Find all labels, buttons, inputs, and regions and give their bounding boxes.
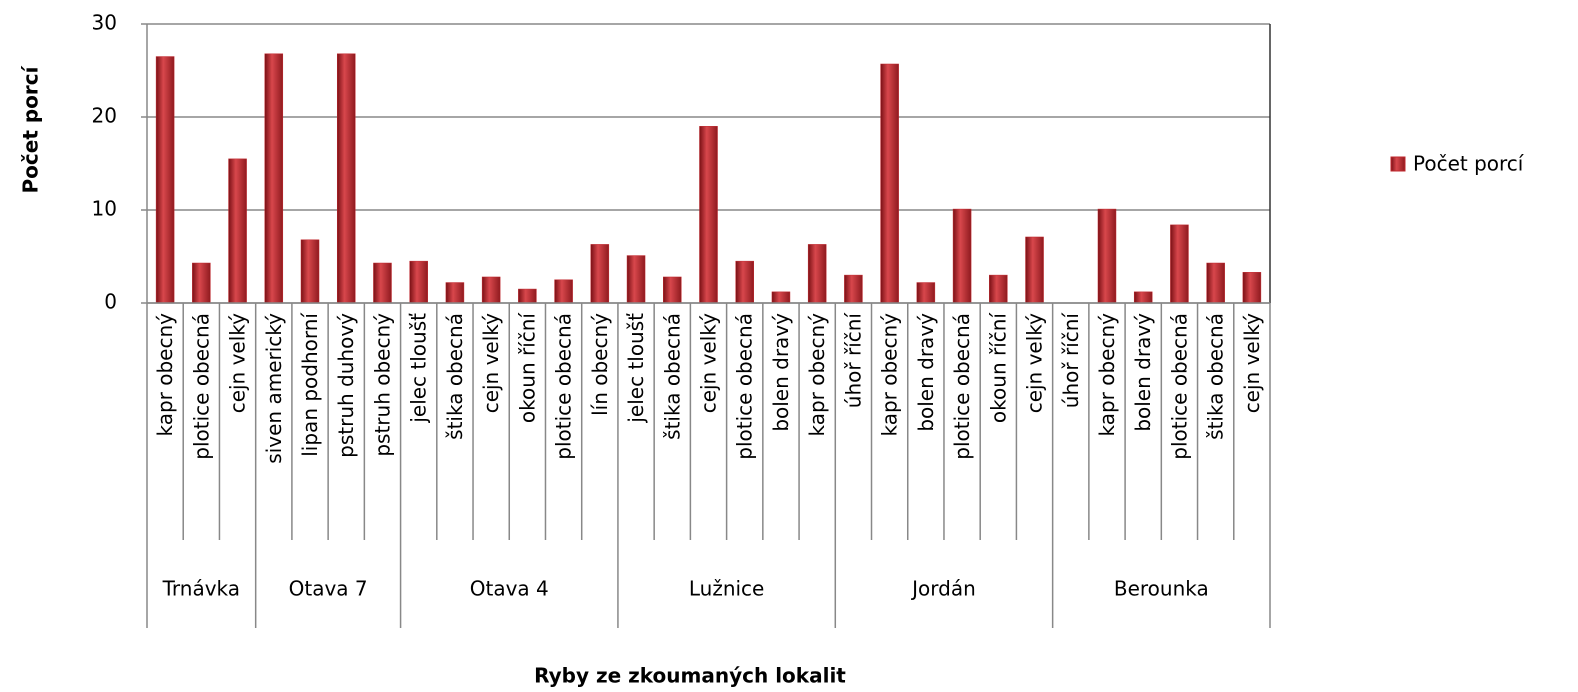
- group-label: Berounka: [1114, 577, 1209, 601]
- x-tick-label: plotice obecná: [189, 313, 213, 460]
- legend-label: Počet porcí: [1413, 152, 1525, 176]
- bar: [735, 260, 754, 304]
- bar: [300, 239, 320, 304]
- x-tick-label: pstruh duhový: [334, 313, 358, 458]
- bar: [1242, 272, 1262, 304]
- bar: [1025, 236, 1044, 304]
- x-tick-label: okoun říční: [986, 312, 1010, 424]
- bar: [807, 244, 827, 304]
- x-tick-label: plotice obecná: [950, 313, 974, 460]
- x-tick-label: štika obecná: [660, 313, 684, 440]
- bar: [554, 279, 573, 304]
- bar: [336, 53, 356, 304]
- x-tick-label: kapr obecný: [805, 313, 829, 437]
- bar: [626, 255, 646, 304]
- group-label: Trnávka: [162, 577, 240, 601]
- group-label: Otava 4: [470, 577, 549, 601]
- bar: [590, 244, 610, 304]
- y-tick-label: 10: [92, 197, 117, 221]
- group-label: Jordán: [910, 577, 976, 601]
- bar: [880, 63, 899, 304]
- x-tick-label: pstruh obecný: [370, 313, 394, 457]
- bar: [445, 282, 465, 304]
- bar: [1133, 291, 1153, 304]
- bar: [1170, 224, 1189, 304]
- x-tick-label: plotice obecná: [1167, 313, 1191, 460]
- bar: [989, 274, 1008, 304]
- x-tick-label: cejn velký: [1240, 313, 1264, 413]
- y-tick-label: 30: [92, 11, 117, 35]
- bar: [192, 262, 211, 304]
- bar: [1206, 262, 1225, 304]
- x-tick-label: siven americký: [262, 313, 286, 464]
- y-axis-title: Počet porcí: [19, 65, 43, 193]
- bar: [916, 282, 936, 304]
- bar: [699, 126, 718, 304]
- bar: [952, 208, 972, 304]
- bar: [1097, 208, 1117, 304]
- x-axis-title: Ryby ze zkoumaných lokalit: [534, 664, 846, 688]
- bar: [409, 260, 428, 304]
- bar: [771, 291, 791, 304]
- bar: [663, 276, 682, 304]
- x-tick-label: úhoř říční: [1059, 312, 1083, 409]
- bar: [518, 288, 537, 304]
- group-label: Lužnice: [689, 577, 765, 601]
- x-tick-label: jelec tloušť: [624, 313, 648, 424]
- bar: [844, 274, 863, 304]
- x-tick-label: úhoř říční: [841, 312, 865, 409]
- x-tick-label: okoun říční: [515, 312, 539, 424]
- x-tick-label: jelec tloušť: [407, 313, 431, 424]
- y-tick-label: 20: [92, 104, 117, 128]
- x-tick-label: kapr obecný: [153, 313, 177, 437]
- x-tick-label: bolen dravý: [914, 313, 938, 432]
- bar: [264, 53, 284, 304]
- x-tick-label: plotice obecná: [552, 313, 576, 460]
- x-tick-label: cejn velký: [226, 313, 250, 413]
- bar: [373, 262, 392, 304]
- legend-swatch: [1390, 156, 1406, 172]
- group-label: Otava 7: [289, 577, 368, 601]
- x-tick-label: bolen dravý: [1131, 313, 1155, 432]
- bar: [481, 276, 501, 304]
- x-tick-label: bolen dravý: [769, 313, 793, 432]
- x-tick-label: cejn velký: [479, 313, 503, 413]
- x-tick-label: kapr obecný: [1095, 313, 1119, 437]
- x-tick-label: lín obecný: [588, 313, 612, 416]
- x-tick-label: cejn velký: [1023, 313, 1047, 413]
- x-tick-label: štika obecná: [443, 313, 467, 440]
- y-tick-label: 0: [104, 290, 117, 314]
- x-tick-label: lipan podhorní: [298, 312, 322, 457]
- bar: [155, 56, 175, 304]
- x-tick-label: plotice obecná: [733, 313, 757, 460]
- bar: [228, 158, 247, 304]
- x-tick-label: štika obecná: [1204, 313, 1228, 440]
- x-tick-label: kapr obecný: [878, 313, 902, 437]
- x-tick-label: cejn velký: [697, 313, 721, 413]
